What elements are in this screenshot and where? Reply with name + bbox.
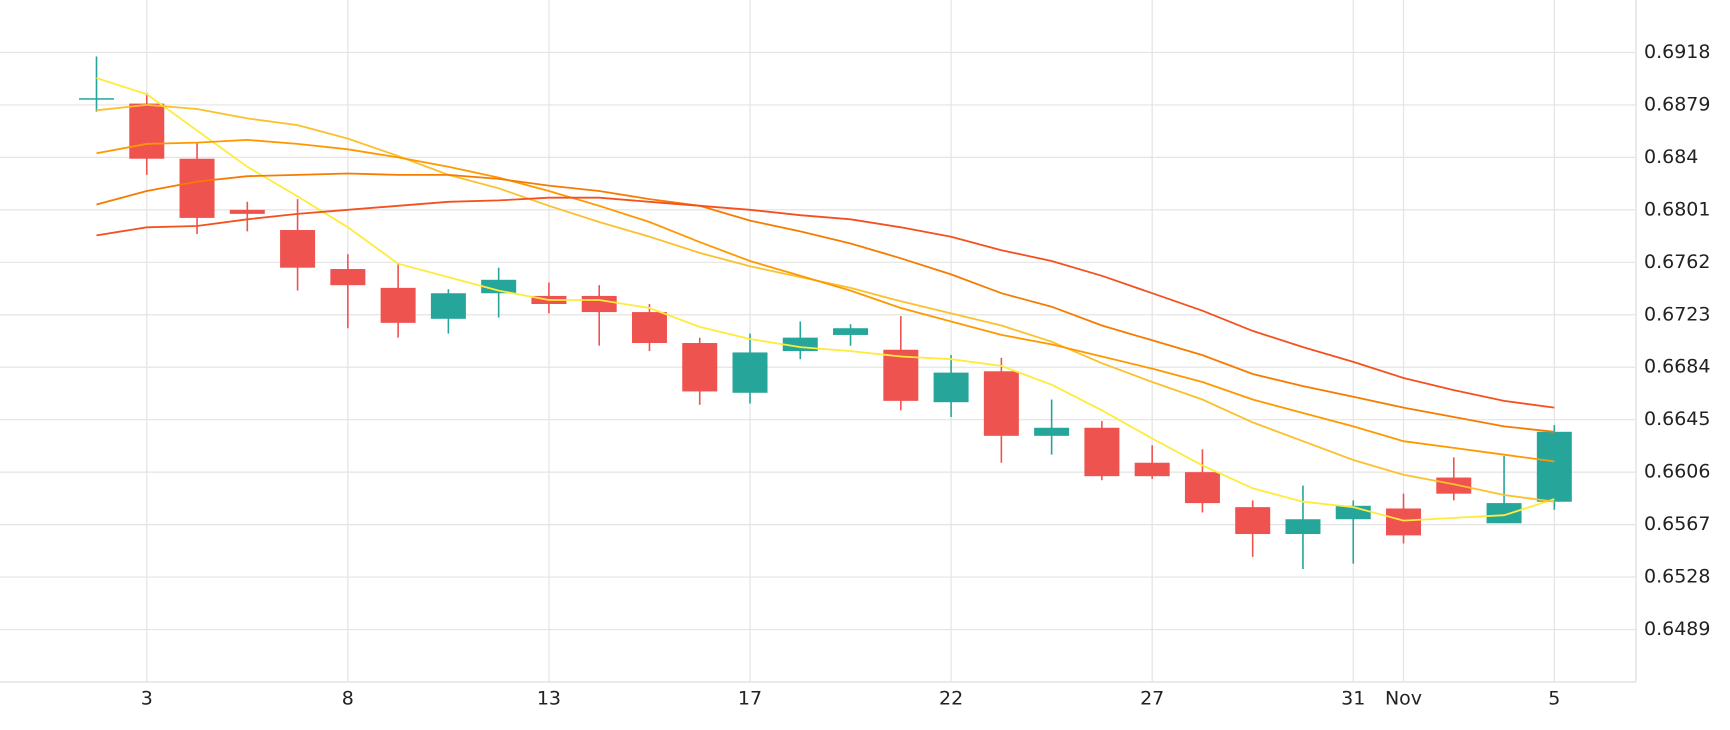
moving-average-line xyxy=(96,172,1555,433)
candle-body xyxy=(581,295,617,313)
candle-body xyxy=(481,279,517,294)
moving-average-line xyxy=(96,138,1555,463)
y-tick-label: 0.6684 xyxy=(1644,356,1710,378)
x-tick-label: 13 xyxy=(537,688,561,710)
candle-body xyxy=(1386,508,1422,536)
candle-body xyxy=(79,98,114,100)
candle-body xyxy=(682,343,718,392)
y-tick-label: 0.6528 xyxy=(1644,566,1710,588)
moving-average-line xyxy=(96,196,1555,409)
candle-body xyxy=(883,349,919,401)
candle-body xyxy=(380,287,416,323)
candle-body xyxy=(430,293,466,319)
candle-body xyxy=(983,371,1019,436)
y-tick-label: 0.6645 xyxy=(1644,408,1710,430)
y-tick-label: 0.6723 xyxy=(1644,303,1710,325)
candle-body xyxy=(833,328,869,335)
x-tick-label: 3 xyxy=(141,688,153,710)
candle-body xyxy=(280,230,316,268)
y-tick-label: 0.6762 xyxy=(1644,251,1710,273)
candle-body xyxy=(179,158,215,218)
candle-body xyxy=(1285,519,1321,535)
candle-body xyxy=(1536,431,1572,502)
y-tick-label: 0.6801 xyxy=(1644,198,1710,220)
candle-body xyxy=(1486,503,1522,524)
candle-body xyxy=(631,312,667,344)
candle-body xyxy=(330,269,366,286)
y-tick-label: 0.684 xyxy=(1644,146,1698,168)
x-tick-label: 17 xyxy=(738,688,762,710)
candle-body xyxy=(1235,507,1271,535)
x-tick-label: 22 xyxy=(939,688,963,710)
candle-body xyxy=(732,352,768,393)
y-tick-label: 0.6489 xyxy=(1644,618,1710,640)
y-tick-label: 0.6918 xyxy=(1644,41,1710,63)
y-tick-label: 0.6879 xyxy=(1644,93,1710,115)
candle-body xyxy=(1084,427,1120,477)
candle-body xyxy=(1134,462,1170,477)
candle-body xyxy=(1436,477,1472,494)
x-tick-label: 31 xyxy=(1341,688,1365,710)
candle-body xyxy=(1034,427,1070,436)
y-tick-label: 0.6567 xyxy=(1644,513,1710,535)
x-tick-label: 8 xyxy=(342,688,354,710)
candle-body xyxy=(1184,472,1220,504)
candle-body xyxy=(129,103,165,159)
moving-average-line xyxy=(96,103,1555,503)
x-tick-label: 5 xyxy=(1548,688,1560,710)
x-tick-label: 27 xyxy=(1140,688,1164,710)
x-tick-label: Nov xyxy=(1385,688,1422,710)
moving-average-line xyxy=(96,77,1555,522)
candle-body xyxy=(933,372,969,403)
y-tick-label: 0.6606 xyxy=(1644,461,1710,483)
candle-body xyxy=(229,209,265,214)
